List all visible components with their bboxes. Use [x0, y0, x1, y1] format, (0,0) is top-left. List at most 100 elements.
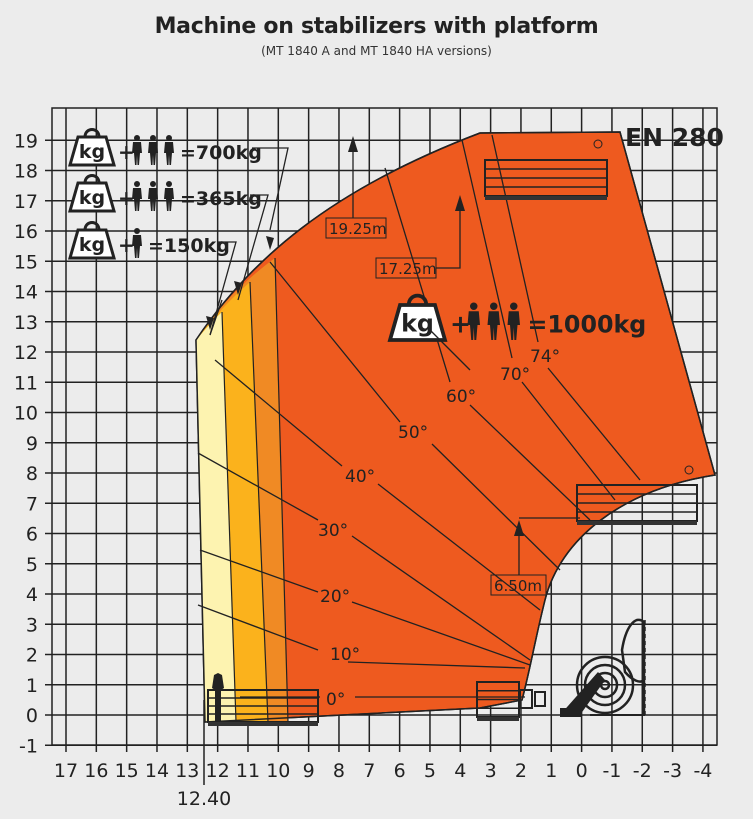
height-label: 19.25m [329, 220, 387, 238]
head [166, 181, 172, 187]
y-tick-label: 1 [26, 675, 38, 697]
x-tick-label: 8 [333, 760, 345, 782]
person-icon [487, 302, 500, 340]
person-icon [132, 228, 142, 258]
person-icon [132, 181, 142, 211]
angle-line [469, 404, 591, 521]
body [487, 311, 500, 340]
stabilizer-icon [560, 708, 582, 717]
body [164, 142, 174, 165]
x-tick-label: 15 [115, 760, 139, 782]
body [467, 311, 480, 340]
body [507, 311, 520, 340]
head [510, 302, 518, 310]
x-tick-label: 16 [84, 760, 108, 782]
cab-icon [620, 618, 646, 715]
y-tick-label: 7 [26, 493, 38, 515]
chart-title: Machine on stabilizers with platform [154, 14, 599, 39]
weight-shape [68, 228, 116, 260]
arrow-icon [266, 236, 274, 250]
machine-icon [560, 618, 646, 717]
head [490, 302, 498, 310]
axis-ticks: 17 16 15 14 13 12 11 10 9 8 7 6 5 4 3 2 1 0 -1 -2 -3 -4191817… [14, 130, 713, 810]
angle-line [547, 367, 641, 481]
head [134, 181, 140, 187]
arrow-icon [514, 520, 524, 536]
plus-sign: + [118, 186, 135, 210]
platform-basket-head [519, 689, 546, 709]
x-tick-label: 11 [236, 760, 260, 782]
plus-sign: + [450, 310, 471, 339]
max-reach-label: 12.40 [177, 788, 231, 810]
kg-text: kg [79, 187, 105, 209]
x-tick-label: 17 [54, 760, 78, 782]
angle-line [351, 601, 531, 666]
y-tick-label: 9 [26, 433, 38, 455]
y-tick-label: 18 [14, 161, 38, 183]
person-icon [212, 673, 224, 722]
platform-floor [485, 196, 607, 200]
x-tick-label: -3 [663, 760, 682, 782]
body [132, 142, 142, 165]
angle-line [431, 443, 561, 571]
load-label: =700kg [180, 142, 262, 164]
y-tick-label: 4 [26, 584, 38, 606]
x-tick-label: 7 [363, 760, 375, 782]
person-icon [467, 302, 480, 340]
leader-150kg [209, 241, 237, 336]
arrow-icon [206, 316, 214, 330]
x-tick-label: 12 [206, 760, 230, 782]
kg-text: kg [79, 234, 105, 256]
kg-weight-icon: kg [68, 174, 116, 213]
height-label: 6.50m [494, 577, 542, 595]
platform-right [576, 484, 698, 525]
x-tick-label: -2 [633, 760, 652, 782]
x-tick-label: 9 [303, 760, 315, 782]
load-label: =365kg [180, 188, 262, 210]
y-tick-label: -1 [19, 735, 38, 757]
angle-line [521, 381, 616, 501]
head [166, 135, 172, 141]
platform-floor [477, 717, 519, 721]
x-tick-label: 5 [424, 760, 436, 782]
platforms [207, 139, 698, 726]
x-tick-label: 2 [515, 760, 527, 782]
body [148, 142, 158, 165]
weight-shape [68, 181, 116, 213]
kg-text: kg [79, 141, 105, 163]
height-leader [436, 200, 461, 269]
wheel-icon [575, 655, 635, 715]
chart-subtitle: (MT 1840 A and MT 1840 HA versions) [261, 44, 492, 58]
height-markers: 19.25m 17.25m 6.50m [325, 136, 580, 596]
zone-boundary [274, 257, 289, 723]
zone-boundary [249, 281, 269, 723]
plus-sign: + [118, 140, 135, 164]
angle-label: 70° [500, 365, 530, 385]
angle-label: 50° [398, 423, 428, 443]
weight-handle [406, 293, 429, 306]
angle-label: 74° [530, 347, 560, 367]
y-tick-label: 3 [26, 614, 38, 636]
person-icon [164, 181, 174, 211]
platform-max-reach [207, 689, 319, 726]
person-icon [684, 465, 694, 475]
weight-handle [83, 221, 101, 231]
leader-365kg [237, 194, 269, 301]
angle-label: 20° [320, 587, 350, 607]
load-label: =1000kg [528, 311, 647, 339]
arrow-icon [348, 136, 358, 152]
head [134, 228, 140, 234]
head [150, 181, 156, 187]
kg-weight-icon: kg [68, 128, 116, 167]
angle-label: 60° [446, 387, 476, 407]
body [148, 188, 158, 211]
x-tick-label: -1 [602, 760, 621, 782]
angle-line [269, 261, 401, 423]
y-tick-label: 15 [14, 251, 38, 273]
angle-lines: 0° 10° 20° 30° 40° 50° 60° 70°74° [197, 134, 641, 710]
angle-line [347, 661, 526, 669]
weight-shape [68, 135, 116, 167]
platform-floor [208, 722, 318, 726]
kg-weight-icon: kg [68, 221, 116, 260]
